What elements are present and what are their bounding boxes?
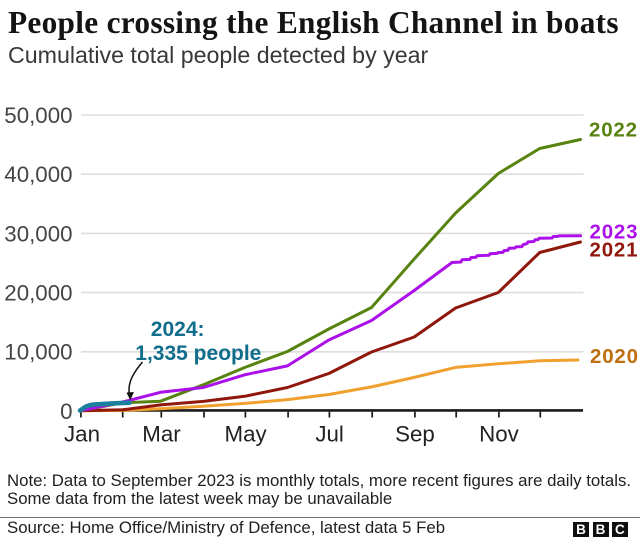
svg-text:2022: 2022	[589, 119, 638, 142]
svg-text:May: May	[225, 422, 268, 447]
svg-text:0: 0	[60, 399, 72, 424]
svg-text:2023: 2023	[590, 220, 639, 243]
svg-text:Nov: Nov	[479, 422, 520, 447]
svg-text:Jul: Jul	[315, 422, 344, 447]
svg-text:Mar: Mar	[142, 422, 181, 447]
svg-text:2024:: 2024:	[151, 318, 205, 341]
svg-text:30,000: 30,000	[4, 221, 72, 246]
svg-text:Jan: Jan	[64, 422, 100, 447]
svg-text:40,000: 40,000	[4, 162, 72, 187]
svg-text:20,000: 20,000	[4, 281, 72, 306]
svg-text:50,000: 50,000	[4, 103, 72, 128]
svg-text:Sep: Sep	[395, 422, 435, 447]
svg-text:1,335 people: 1,335 people	[135, 342, 261, 365]
svg-text:2020: 2020	[590, 345, 639, 368]
svg-text:10,000: 10,000	[4, 340, 72, 365]
svg-text:2021: 2021	[590, 239, 639, 262]
